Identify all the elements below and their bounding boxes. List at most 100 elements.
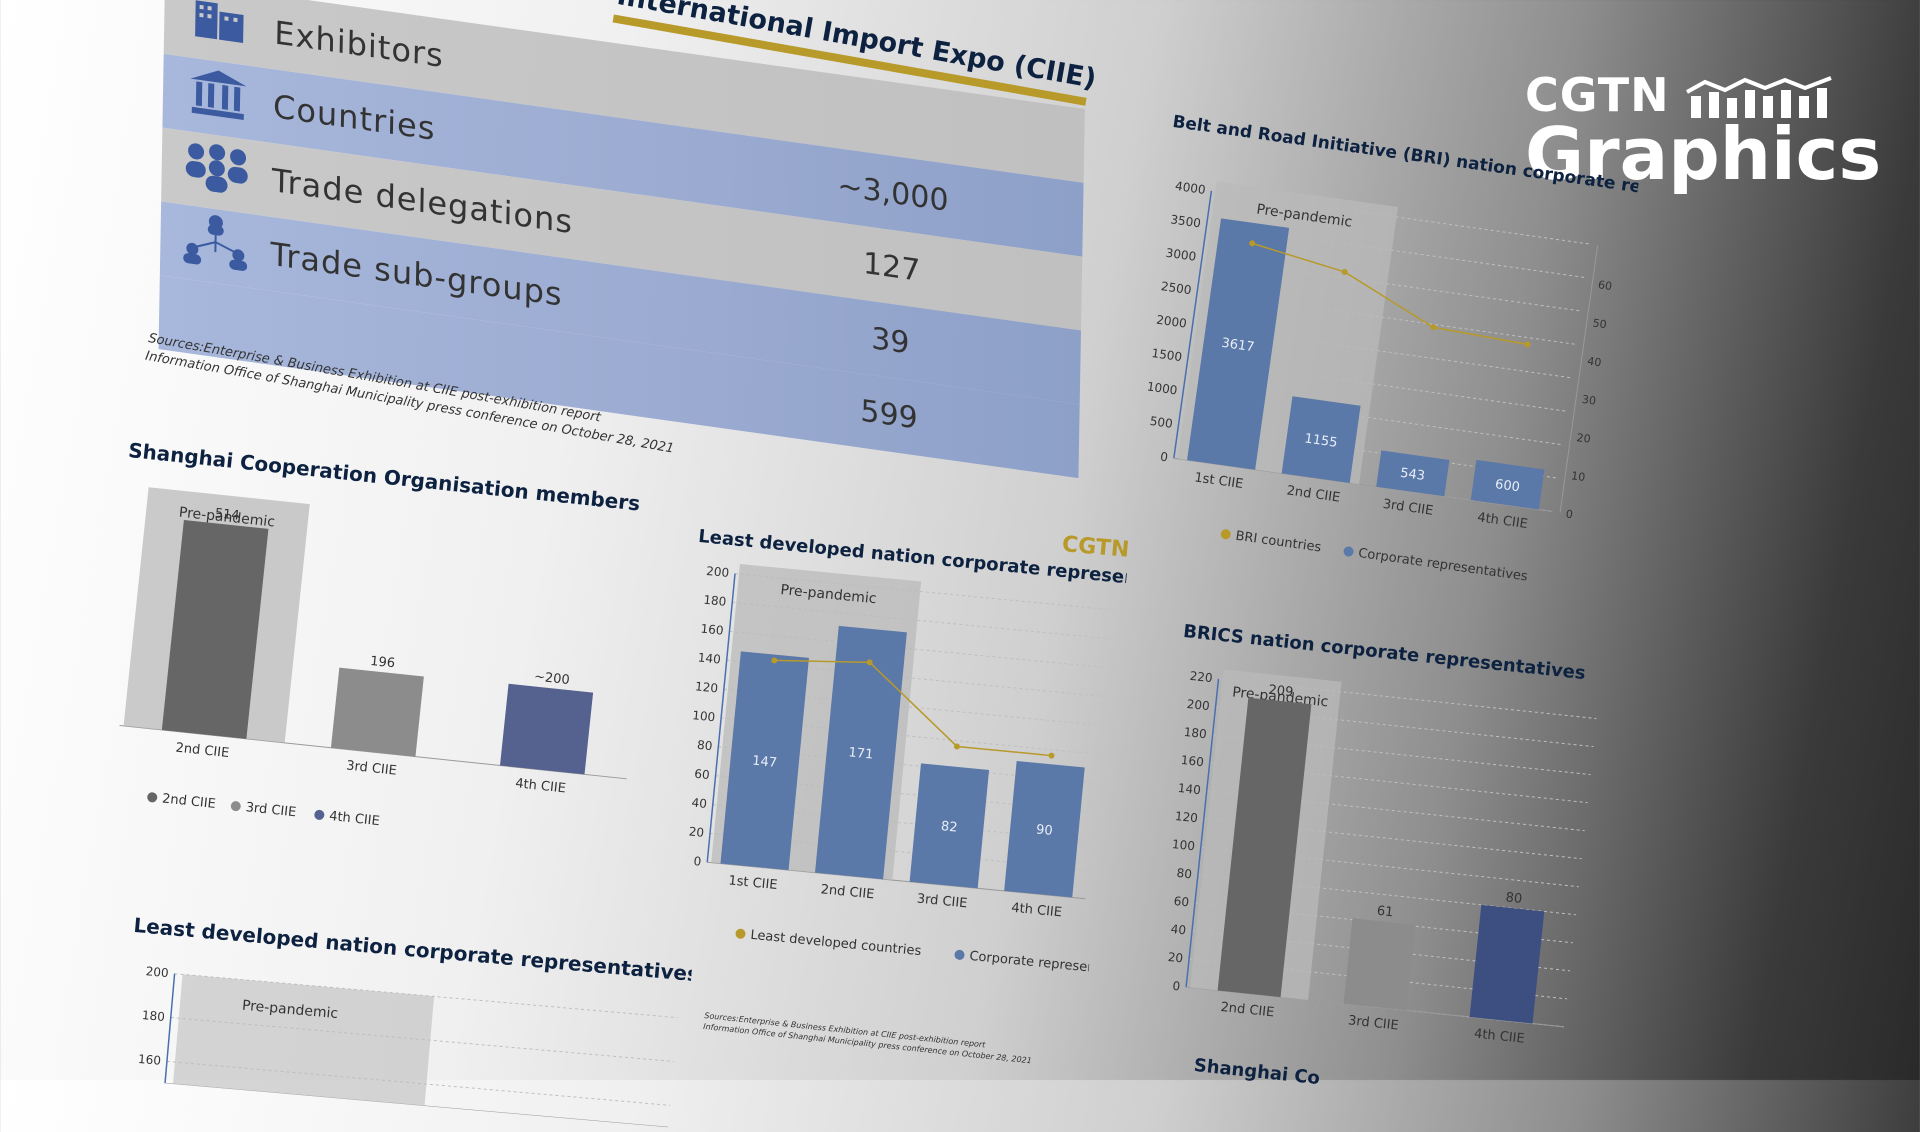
legend-label: Corporate representatives xyxy=(1357,546,1528,585)
x-tick-label: 1st CIIE xyxy=(728,873,778,893)
legend-marker xyxy=(1343,546,1354,557)
y-tick-label: 160 xyxy=(1180,753,1204,769)
legend-marker xyxy=(954,949,965,960)
bar xyxy=(1470,905,1545,1024)
data-label: 196 xyxy=(369,654,395,672)
data-label: 171 xyxy=(848,745,874,762)
series-point xyxy=(1048,752,1055,759)
y-tick-label: 180 xyxy=(141,1008,165,1024)
y-tick-label: 80 xyxy=(1176,866,1193,882)
logo-bars-icon xyxy=(1685,72,1835,122)
data-label: 61 xyxy=(1376,904,1394,921)
y-tick-label: 120 xyxy=(694,679,718,695)
x-tick-label: 3rd CIIE xyxy=(916,892,968,912)
y-tick-label: 100 xyxy=(1171,837,1195,853)
y2-tick-label: 50 xyxy=(1592,316,1608,331)
data-label: 147 xyxy=(752,754,778,771)
legend-marker xyxy=(147,792,158,803)
row-icon-blank xyxy=(159,312,269,327)
x-tick-label: 2nd CIIE xyxy=(1286,483,1341,505)
ldc2-chart: Least developed nation corporate represe… xyxy=(120,910,693,1132)
y-tick-label: 0 xyxy=(693,854,702,869)
legend-marker xyxy=(314,809,325,820)
legend-label: Corporate representatives xyxy=(969,949,1128,979)
y-tick-label: 200 xyxy=(706,564,730,580)
y-tick-label: 2500 xyxy=(1160,279,1192,297)
bri-svg: Belt and Road Initiative (BRI) nation co… xyxy=(1115,105,1640,596)
x-tick-label: 3rd CIIE xyxy=(345,758,397,778)
y-tick-label: 0 xyxy=(1159,449,1169,464)
y-tick-label: 500 xyxy=(1149,414,1174,431)
network-people-icon xyxy=(160,206,271,285)
small-sources: Sources:Enterprise & Business Exhibition… xyxy=(703,1010,1034,1066)
y-tick-label: 120 xyxy=(1174,809,1198,825)
data-label: 90 xyxy=(1035,822,1053,839)
legend-label: BRI countries xyxy=(1235,529,1323,556)
y-tick-label: 0 xyxy=(1172,979,1181,994)
y2-tick-label: 30 xyxy=(1581,393,1597,408)
y-tick-label: 4000 xyxy=(1174,179,1206,197)
x-tick-label: 3rd CIIE xyxy=(1347,1013,1399,1033)
y-tick-label: 3500 xyxy=(1170,212,1202,230)
data-label: 600 xyxy=(1494,477,1521,495)
y-tick-label: 180 xyxy=(703,593,727,609)
ldc-chart: Least developed nation corporate represe… xyxy=(659,520,1128,983)
data-label: 209 xyxy=(1268,683,1294,701)
brics-svg: BRICS nation corporate representatives02… xyxy=(1141,615,1613,1078)
y-tick-label: 140 xyxy=(697,650,721,666)
y-tick-label: 160 xyxy=(700,622,724,638)
y-tick-label: 180 xyxy=(1183,725,1207,741)
x-tick-label: 1st CIIE xyxy=(1193,470,1244,492)
x-tick-label: 4th CIIE xyxy=(1476,510,1528,532)
x-tick-label: 4th CIIE xyxy=(1011,901,1063,921)
row-value xyxy=(744,98,1044,140)
y-tick-label: 2000 xyxy=(1155,313,1187,331)
y-tick-label: 40 xyxy=(691,796,708,811)
y-tick-label: 140 xyxy=(1177,781,1201,797)
bri-chart: Belt and Road Initiative (BRI) nation co… xyxy=(1115,105,1641,600)
people-group-icon xyxy=(161,135,272,210)
y-tick-label: 1500 xyxy=(1151,346,1183,364)
legend-marker xyxy=(230,801,241,812)
x-tick-label: 3rd CIIE xyxy=(1382,497,1434,519)
y-tick-label: 200 xyxy=(1186,697,1210,713)
legend-label: Least developed countries xyxy=(750,928,922,959)
y2-tick-label: 10 xyxy=(1570,469,1586,484)
series-point xyxy=(1524,341,1531,348)
data-label: 514 xyxy=(214,506,240,524)
y-tick-label: 1000 xyxy=(1146,379,1178,397)
y-tick-label: 60 xyxy=(694,767,711,782)
data-label: 80 xyxy=(1505,890,1523,907)
bar xyxy=(331,668,424,757)
y-tick-label: 80 xyxy=(696,738,713,753)
x-tick-label: 2nd CIIE xyxy=(820,882,875,902)
x-tick-label: 2nd CIIE xyxy=(1220,1000,1275,1021)
legend-label: 4th CIIE xyxy=(328,809,380,829)
chart-title: Least developed nation corporate represe… xyxy=(133,913,693,986)
y-tick-label: 220 xyxy=(1189,669,1213,685)
y-tick-label: 60 xyxy=(1173,894,1190,910)
data-label: ~200 xyxy=(533,669,570,688)
y-tick-label: 160 xyxy=(138,1052,162,1068)
y2-tick-label: 20 xyxy=(1576,431,1592,446)
y-tick-label: 40 xyxy=(1170,922,1187,938)
y-tick-label: 200 xyxy=(145,964,169,980)
x-tick-label: 4th CIIE xyxy=(515,776,567,796)
y-tick-label: 20 xyxy=(688,824,705,839)
legend-marker xyxy=(1220,529,1231,540)
stage: International Import Expo (CIIE) Exhibit… xyxy=(0,0,1920,1080)
y2-tick-label: 40 xyxy=(1586,355,1602,370)
legend-label: 3rd CIIE xyxy=(245,800,297,820)
legend-label: 2nd CIIE xyxy=(161,791,216,812)
ldc2-svg: Least developed nation corporate represe… xyxy=(120,910,693,1128)
sco-chart: Shanghai Cooperation Organisation member… xyxy=(91,435,667,863)
building-icon xyxy=(164,0,275,59)
legend-marker xyxy=(735,928,746,939)
partial-title: Shanghai Co xyxy=(1193,1055,1321,1089)
x-tick-label: 2nd CIIE xyxy=(175,741,230,762)
y-axis xyxy=(165,974,175,1084)
y2-tick-label: 60 xyxy=(1597,278,1613,293)
pre-pandemic-band xyxy=(173,974,434,1106)
government-building-icon xyxy=(163,61,274,136)
